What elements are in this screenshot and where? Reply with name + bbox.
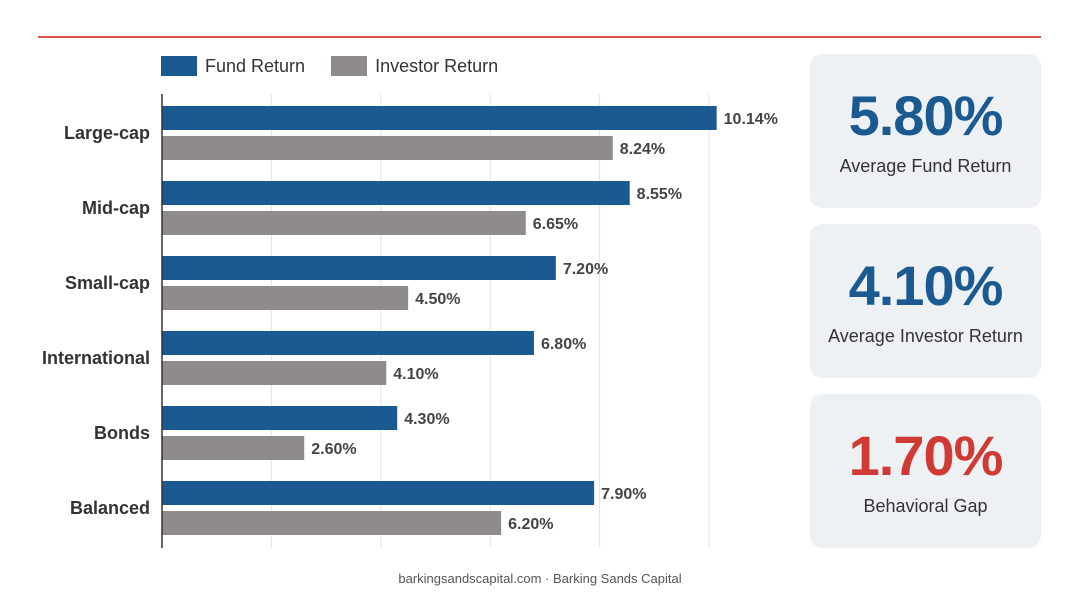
category-label-mid-cap: Mid-cap xyxy=(82,198,150,218)
category-label-small-cap: Small-cap xyxy=(65,273,150,293)
bar-fund-return-large-cap xyxy=(162,106,717,130)
stat-value-average-fund-return: 5.80% xyxy=(848,83,1004,147)
chart-legend: Fund Return Investor Return xyxy=(161,54,498,78)
category-label-international: International xyxy=(42,348,150,368)
stat-label-average-investor-return: Average Investor Return xyxy=(828,325,1023,346)
stat-card-average-investor-return: 4.10% Average Investor Return xyxy=(810,224,1041,378)
stat-value-behavioral-gap: 1.70% xyxy=(848,423,1004,487)
bar-fund-return-international xyxy=(162,331,534,355)
bar-chart: Large-cap 10.14% 8.24% Mid-cap 8.55% 6.65% Sma… xyxy=(42,94,778,548)
value-label-fund-return-balanced: 7.90% xyxy=(601,486,646,503)
stat-label-behavioral-gap: Behavioral Gap xyxy=(863,495,988,516)
stat-card-behavioral-gap: 1.70% Behavioral Gap xyxy=(810,394,1041,548)
bar-fund-return-balanced xyxy=(162,481,595,505)
value-label-investor-return-small-cap: 4.50% xyxy=(415,291,460,308)
legend-swatch-fund-return xyxy=(161,56,197,76)
bar-fund-return-small-cap xyxy=(162,256,556,280)
value-label-investor-return-international: 4.10% xyxy=(393,366,438,383)
footer-attribution: barkingsandscapital.com · Barking Sands … xyxy=(398,571,682,586)
bar-investor-return-mid-cap xyxy=(162,211,526,235)
value-label-investor-return-balanced: 6.20% xyxy=(508,516,553,533)
bar-investor-return-international xyxy=(162,361,387,385)
value-label-investor-return-mid-cap: 6.65% xyxy=(533,216,578,233)
value-label-fund-return-small-cap: 7.20% xyxy=(563,261,608,278)
legend-item-fund-return: Fund Return xyxy=(161,56,305,77)
category-label-bonds: Bonds xyxy=(94,423,150,443)
top-divider xyxy=(38,36,1041,38)
value-label-fund-return-international: 6.80% xyxy=(541,336,586,353)
stat-value-average-investor-return: 4.10% xyxy=(848,253,1004,317)
value-label-fund-return-large-cap: 10.14% xyxy=(724,111,778,128)
value-label-fund-return-bonds: 4.30% xyxy=(404,411,449,428)
bar-investor-return-large-cap xyxy=(162,136,613,160)
value-label-fund-return-mid-cap: 8.55% xyxy=(637,186,682,203)
stat-card-average-fund-return: 5.80% Average Fund Return xyxy=(810,54,1041,208)
category-label-large-cap: Large-cap xyxy=(64,123,150,143)
legend-swatch-investor-return xyxy=(331,56,368,76)
bar-investor-return-small-cap xyxy=(162,286,409,310)
bar-investor-return-balanced xyxy=(162,511,502,535)
value-label-investor-return-bonds: 2.60% xyxy=(311,441,356,458)
value-label-investor-return-large-cap: 8.24% xyxy=(620,141,665,158)
legend-label-fund-return: Fund Return xyxy=(205,55,306,76)
stat-label-average-fund-return: Average Fund Return xyxy=(839,155,1012,176)
bar-fund-return-mid-cap xyxy=(162,181,630,205)
legend-label-investor-return: Investor Return xyxy=(375,55,499,76)
bar-fund-return-bonds xyxy=(162,406,398,430)
bar-investor-return-bonds xyxy=(162,436,305,460)
legend-item-investor-return: Investor Return xyxy=(331,56,498,77)
category-label-balanced: Balanced xyxy=(70,498,150,518)
